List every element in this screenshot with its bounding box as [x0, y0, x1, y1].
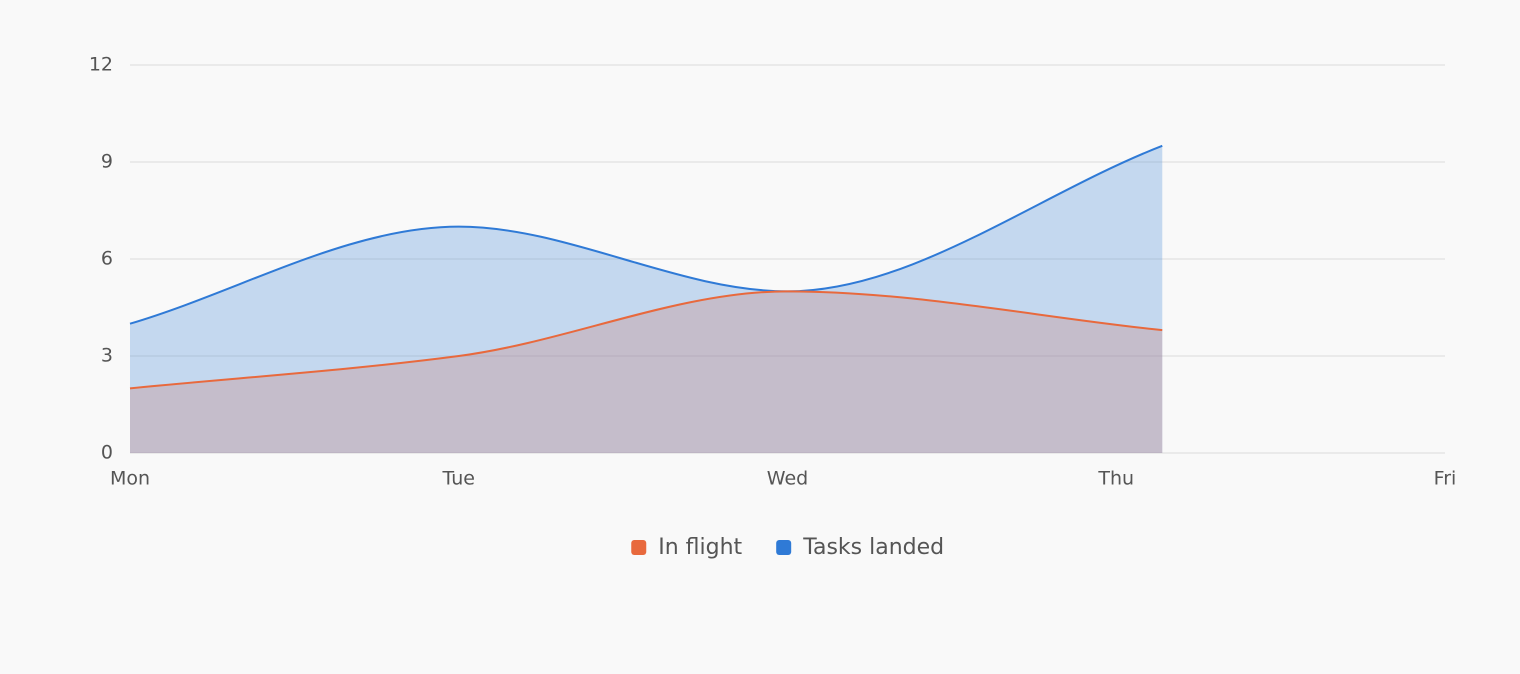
x-tick-label: Fri: [1434, 468, 1457, 490]
x-tick-label: Tue: [442, 468, 475, 490]
grid: [130, 64, 1445, 454]
legend-swatch: [776, 540, 792, 555]
x-tick-label: Thu: [1097, 468, 1134, 490]
x-tick-label: Wed: [767, 468, 808, 490]
y-tick-label: 0: [101, 442, 113, 464]
area-fill: [130, 145, 1163, 454]
area-fill: [130, 291, 1163, 453]
x-tick-label: Mon: [110, 468, 150, 490]
legend: In flight Tasks landed: [631, 535, 944, 560]
y-tick-label: 6: [101, 248, 113, 270]
labels: 0 3 6 9 12 Mon Tue Wed Thu Fri: [89, 54, 1457, 490]
area-line: [129, 290, 1163, 390]
area-line: [129, 144, 1163, 325]
legend-swatch: [631, 540, 647, 555]
legend-label: Tasks landed: [802, 535, 944, 560]
y-tick-label: 9: [101, 151, 113, 173]
areas: [129, 144, 1163, 454]
y-tick-label: 12: [89, 54, 113, 76]
legend-label: In flight: [658, 535, 742, 560]
y-tick-label: 3: [101, 345, 113, 367]
